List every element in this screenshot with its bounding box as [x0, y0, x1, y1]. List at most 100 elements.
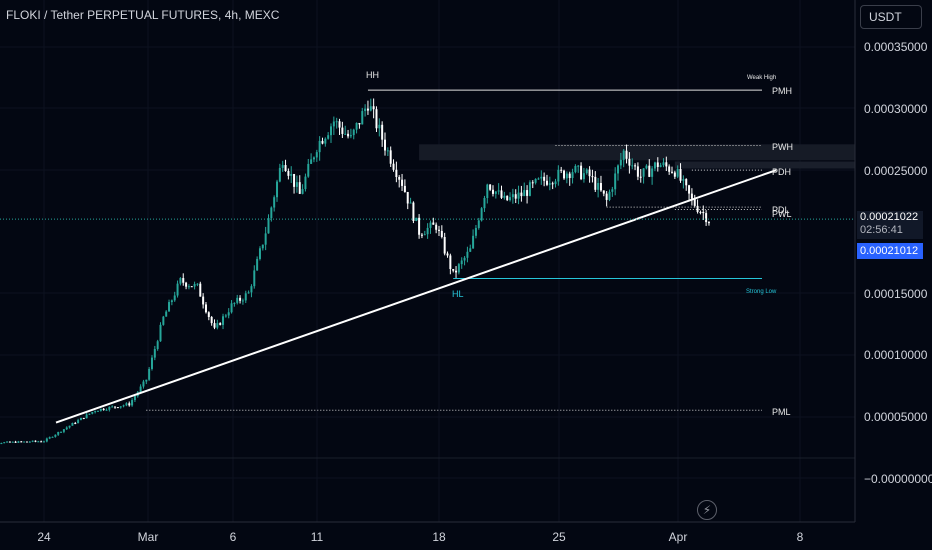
candle-body — [267, 218, 270, 234]
candle-body — [602, 190, 605, 194]
candle-body — [25, 441, 28, 443]
candle-body — [560, 169, 563, 171]
candle-body — [304, 176, 307, 190]
candle-body — [611, 189, 614, 192]
candle-body — [241, 300, 244, 302]
candle-body — [631, 165, 634, 167]
lightning-icon[interactable]: ⚡︎ — [697, 500, 717, 520]
candle-body — [406, 192, 409, 204]
pwh-zone — [419, 144, 855, 161]
candle-body — [449, 255, 452, 269]
candle-body — [338, 121, 341, 128]
currency-button[interactable]: USDT — [860, 5, 922, 29]
candle-body — [148, 368, 151, 380]
hl-label: HL — [452, 289, 464, 299]
candle-body — [116, 407, 119, 409]
price-levels — [146, 89, 855, 411]
candle-body — [6, 441, 9, 443]
pmh-label: PMH — [772, 86, 792, 96]
candle-body — [463, 257, 466, 261]
candle-body — [34, 440, 37, 442]
candle-body — [605, 193, 608, 200]
weak-high-label: Weak High — [747, 75, 777, 81]
candle-body — [179, 278, 182, 284]
candle-body — [94, 411, 97, 413]
candle-body — [676, 168, 679, 177]
candle-body — [557, 169, 560, 182]
candle-body — [534, 178, 537, 183]
time-tick: Mar — [137, 530, 159, 544]
candle-body — [287, 170, 290, 176]
candle-body — [60, 431, 63, 433]
candle-body — [574, 166, 577, 173]
candle-body — [71, 422, 74, 426]
candle-body — [202, 296, 205, 305]
candle-body — [662, 162, 665, 166]
pml-label: PML — [772, 407, 791, 417]
candle-body — [204, 304, 207, 313]
candle-body — [707, 222, 710, 224]
candle-body — [372, 106, 375, 110]
candle-body — [62, 429, 65, 432]
candle-body — [281, 165, 284, 168]
time-tick: 18 — [432, 530, 446, 544]
candle-body — [239, 297, 242, 301]
candle-body — [250, 286, 253, 293]
trendline[interactable] — [55, 169, 777, 424]
candle-body — [341, 127, 344, 134]
candle-body — [398, 177, 401, 180]
candle-body — [111, 406, 114, 408]
time-tick: 11 — [310, 530, 324, 544]
candle-body — [173, 295, 176, 301]
candle-body — [99, 408, 102, 411]
candle-body — [324, 138, 327, 144]
candle-body — [494, 191, 497, 194]
candle-body — [298, 182, 301, 194]
candle-body — [523, 190, 526, 197]
candle-body — [429, 222, 432, 228]
candle-body — [577, 165, 580, 167]
candle-body — [216, 323, 219, 328]
candle-body — [264, 233, 267, 245]
candle-body — [588, 169, 591, 177]
candle-body — [548, 183, 551, 185]
candle-body — [45, 438, 48, 442]
candle-body — [23, 441, 26, 443]
pdh-zone — [674, 161, 855, 169]
candle-body — [253, 270, 256, 287]
candle-body — [190, 286, 193, 288]
candle-body — [685, 179, 688, 186]
candle-body — [437, 229, 440, 231]
candle-body — [150, 357, 153, 369]
grid — [0, 0, 855, 522]
candles — [0, 98, 710, 445]
candle-body — [446, 253, 449, 256]
candle-body — [551, 183, 554, 185]
candle-body — [599, 183, 602, 191]
price-tick: 0.00010000 — [864, 348, 928, 362]
candle-body — [57, 432, 60, 435]
candle-body — [290, 173, 293, 176]
price-tick: 0.00005000 — [864, 410, 928, 424]
candle-body — [415, 217, 418, 221]
candle-body — [65, 427, 68, 430]
price-tick: −0.00000000 — [864, 472, 932, 486]
candle-body — [196, 283, 199, 285]
candle-body — [133, 396, 136, 401]
price-tick: 0.00030000 — [864, 102, 928, 116]
candle-body — [153, 349, 156, 358]
candle-body — [48, 437, 51, 439]
candle-body — [696, 205, 699, 212]
candle-body — [54, 434, 57, 437]
candle-body — [565, 173, 568, 179]
pdl-label: PDL — [772, 205, 790, 215]
candle-body — [401, 179, 404, 186]
chart-title: FLOKI / Tether PERPETUAL FUTURES, 4h, ME… — [6, 8, 280, 22]
candle-body — [96, 410, 99, 412]
candle-body — [412, 202, 415, 221]
candle-body — [418, 217, 421, 235]
candle-body — [656, 162, 659, 167]
candle-body — [168, 302, 171, 312]
candle-body — [284, 165, 287, 171]
